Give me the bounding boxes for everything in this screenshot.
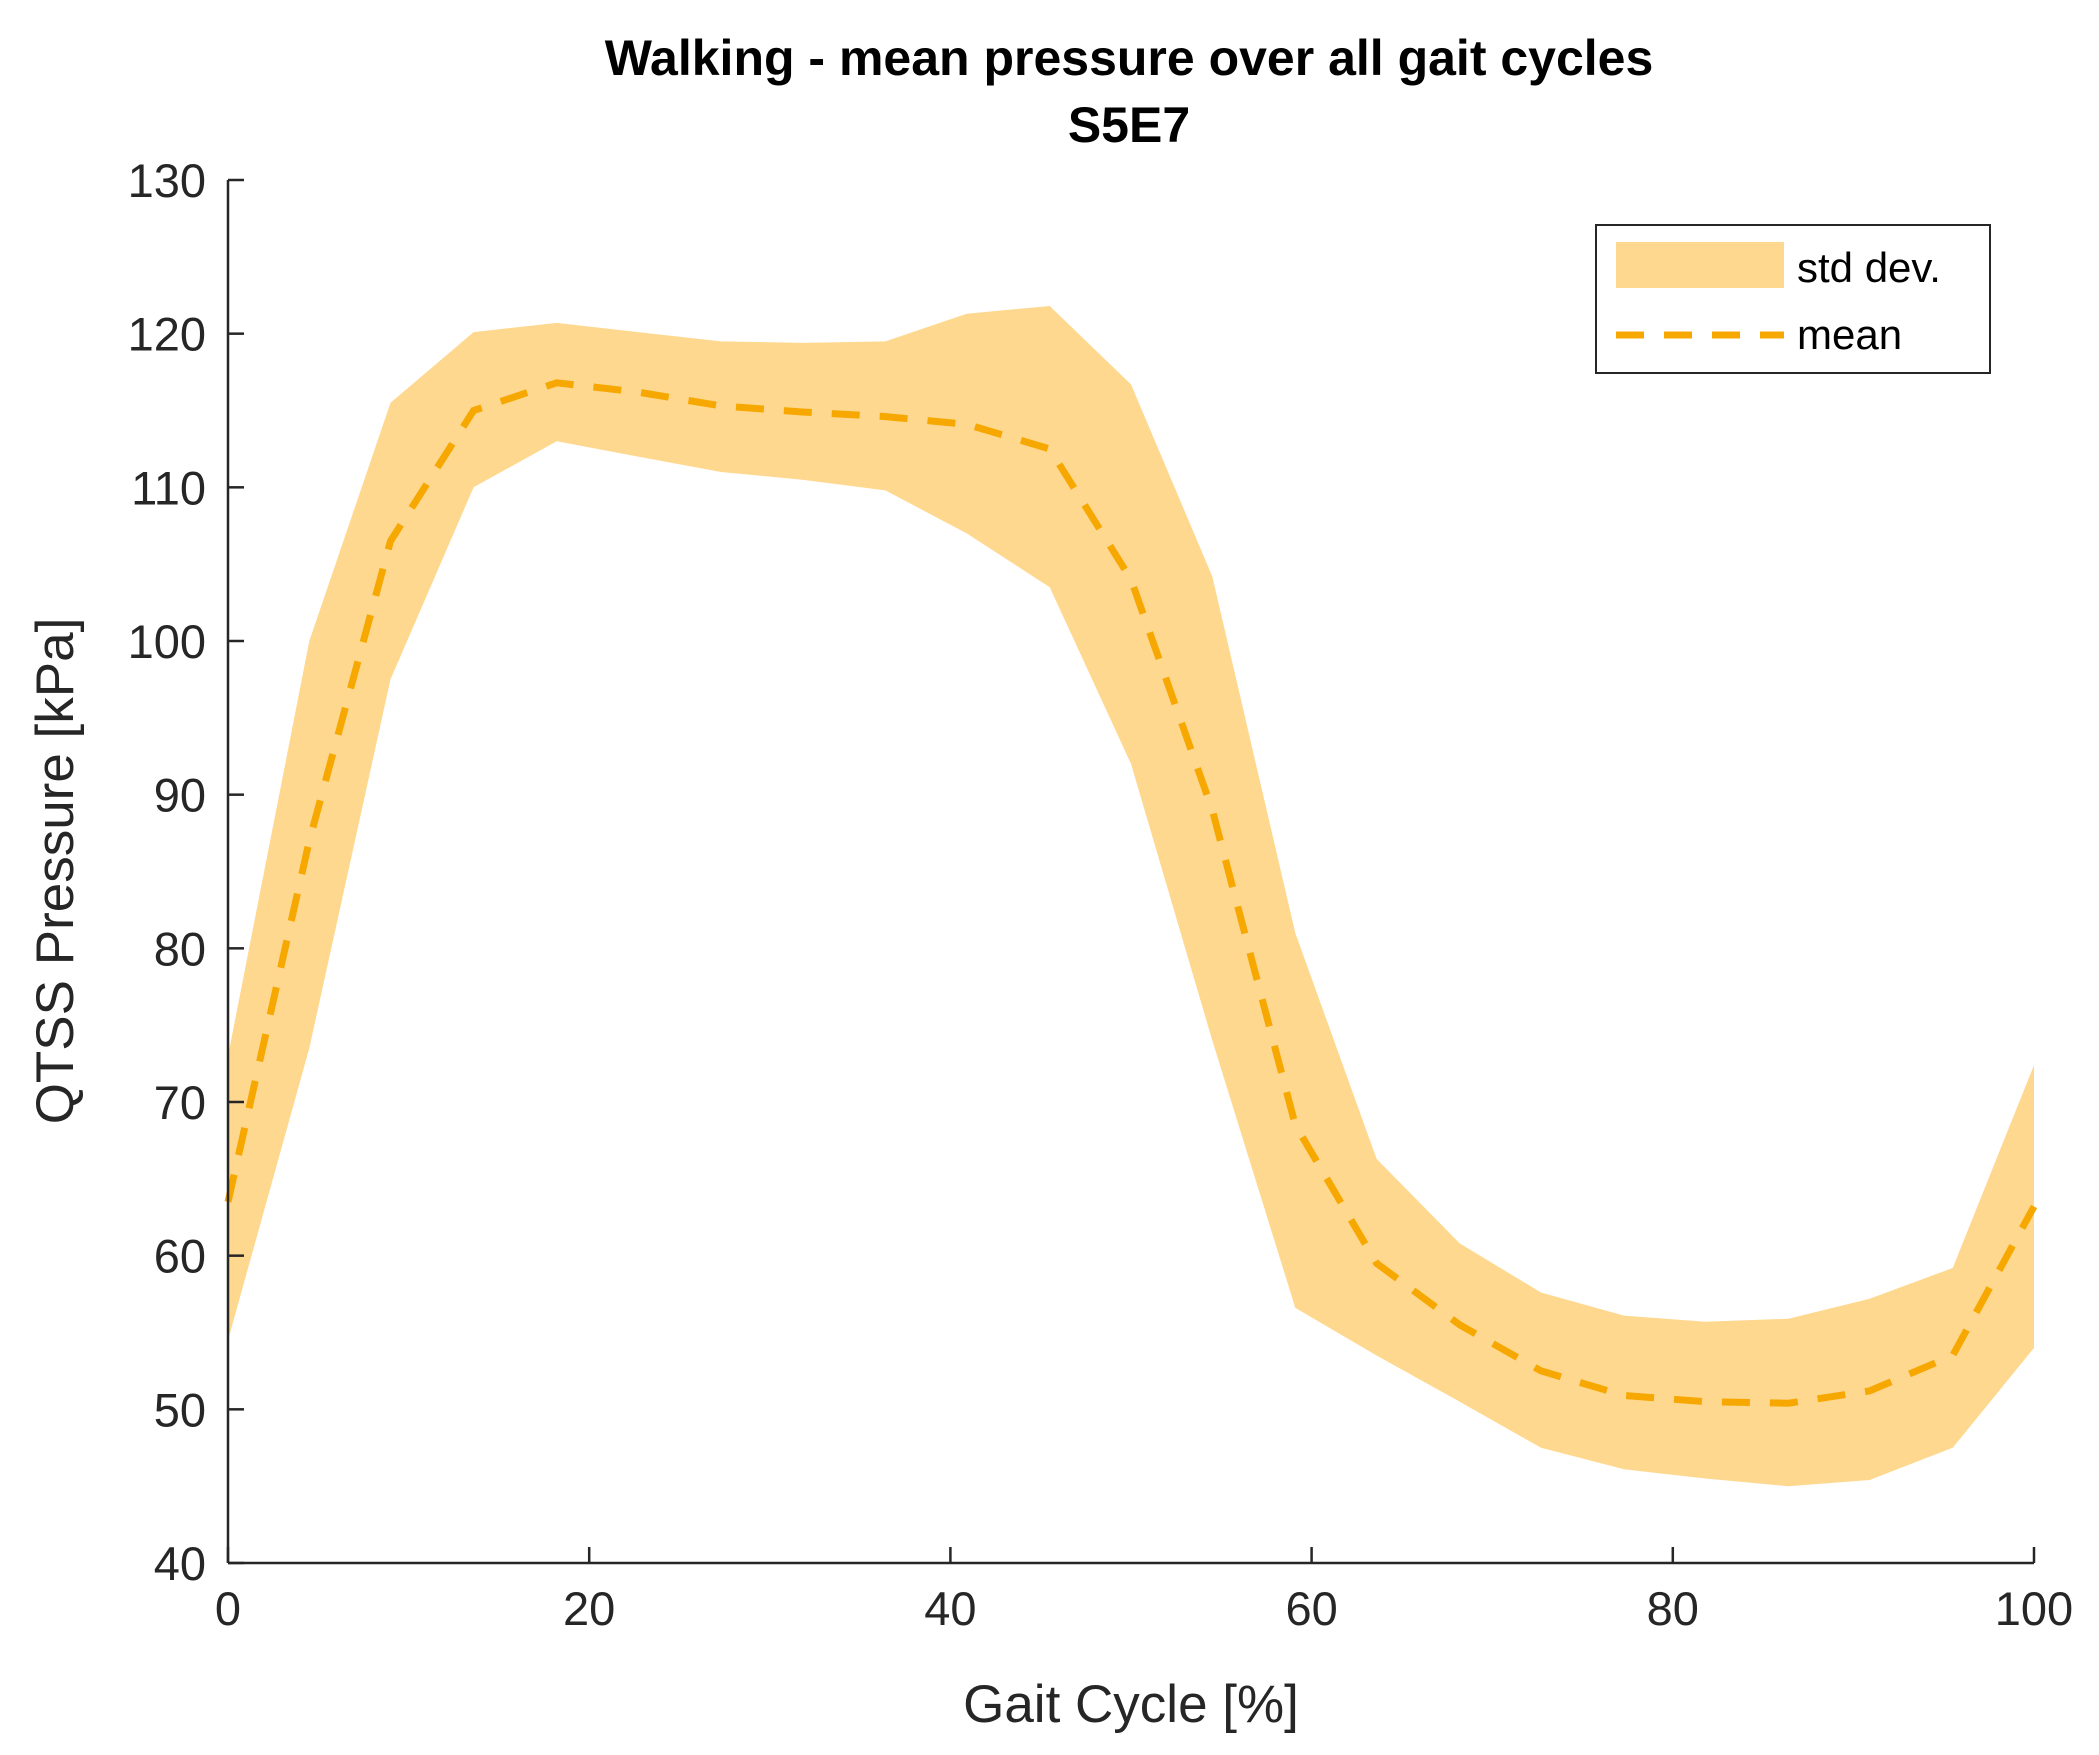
chart-subtitle: S5E7 bbox=[1068, 97, 1190, 153]
x-tick-label: 100 bbox=[1995, 1582, 2073, 1635]
x-ticks: 0 20 40 60 80 100 bbox=[215, 1547, 2073, 1635]
y-axis-label: QTSS Pressure [kPa] bbox=[26, 618, 85, 1125]
chart-title: Walking - mean pressure over all gait cy… bbox=[605, 30, 1654, 86]
legend: std dev. mean bbox=[1595, 224, 1991, 374]
x-tick-label: 40 bbox=[924, 1582, 976, 1635]
std-dev-band bbox=[228, 306, 2034, 1487]
y-tick-label: 60 bbox=[154, 1230, 206, 1283]
x-tick-label: 0 bbox=[215, 1582, 241, 1635]
x-tick-label: 80 bbox=[1647, 1582, 1699, 1635]
y-tick-label: 100 bbox=[128, 615, 206, 668]
y-tick-label: 40 bbox=[154, 1537, 206, 1590]
y-tick-label: 70 bbox=[154, 1076, 206, 1129]
x-tick-label: 60 bbox=[1285, 1582, 1337, 1635]
x-axis-label: Gait Cycle [%] bbox=[963, 1675, 1299, 1734]
y-tick-label: 90 bbox=[154, 769, 206, 822]
legend-mean-label: mean bbox=[1797, 311, 1902, 358]
y-tick-label: 120 bbox=[128, 308, 206, 361]
legend-std-dev-swatch bbox=[1616, 242, 1784, 288]
y-tick-label: 130 bbox=[128, 154, 206, 207]
y-ticks: 40 50 60 70 80 90 100 110 120 130 bbox=[128, 154, 244, 1590]
y-tick-label: 110 bbox=[131, 461, 206, 514]
x-tick-label: 20 bbox=[563, 1582, 615, 1635]
legend-std-dev-label: std dev. bbox=[1797, 244, 1941, 291]
axes: 0 20 40 60 80 100 40 50 60 70 80 90 100 110 120 130 bbox=[128, 154, 2074, 1635]
y-tick-label: 80 bbox=[154, 922, 206, 975]
plot-area bbox=[224, 306, 2038, 1487]
mean-line bbox=[224, 379, 2038, 1407]
y-tick-label: 50 bbox=[154, 1383, 206, 1436]
